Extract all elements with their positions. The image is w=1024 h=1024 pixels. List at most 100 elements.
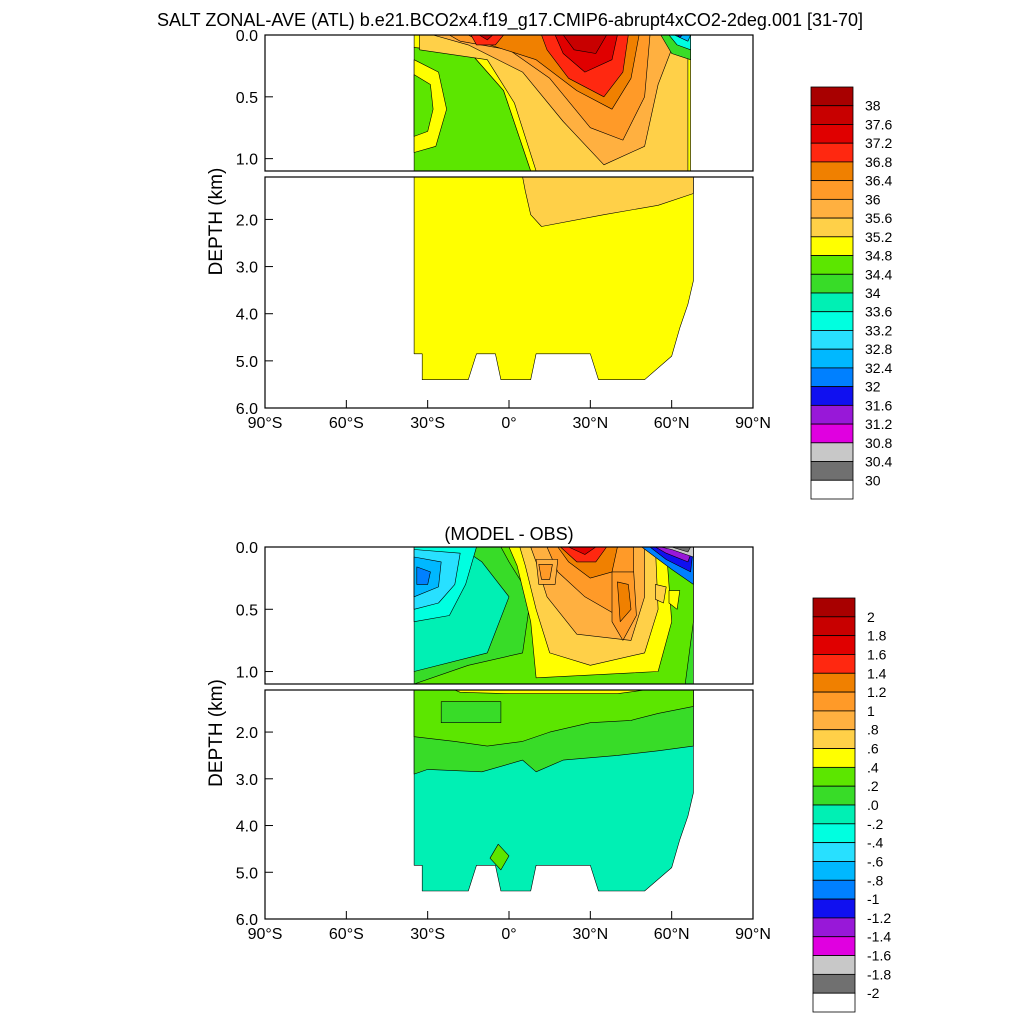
y-tick-label: 1.0 — [236, 665, 258, 682]
colorbar-label: 33.2 — [865, 322, 892, 338]
colorbar-swatch — [810, 442, 854, 462]
upper-panel-contours — [413, 35, 691, 171]
colorbar-swatch — [810, 105, 854, 125]
colorbar-swatch — [812, 861, 856, 881]
lower-panel-contours — [413, 690, 694, 892]
x-tick-label: 0° — [501, 415, 516, 432]
colorbar-swatch — [810, 124, 854, 144]
colorbar-label: 1 — [867, 703, 875, 719]
colorbar-swatch — [812, 917, 856, 938]
y-tick-label: 3.0 — [236, 772, 258, 789]
colorbar-swatch — [812, 973, 856, 994]
upper-panel-contour-region-18 — [655, 584, 667, 604]
colorbar-label: 1.4 — [867, 665, 887, 681]
y-tick-label: 6.0 — [236, 912, 258, 929]
colorbar-label: 35.6 — [865, 210, 892, 226]
colorbar-label: 36.8 — [865, 154, 892, 170]
colorbar-label: 35.2 — [865, 229, 892, 245]
upper-panel-contour-region-10 — [478, 35, 494, 41]
colorbar-swatch — [812, 823, 856, 844]
colorbar-swatch — [810, 423, 854, 444]
colorbar-label: 1.8 — [867, 628, 887, 644]
colorbar-swatch — [812, 936, 856, 956]
colorbar-swatch — [810, 479, 854, 500]
upper-panel-frame — [264, 34, 754, 172]
colorbar-swatch — [810, 404, 854, 425]
colorbar-label: 32 — [865, 379, 881, 395]
y-tick-label: 0.5 — [236, 90, 258, 107]
upper-panel-contour-region-11 — [617, 581, 632, 623]
colorbar-swatch — [812, 766, 856, 787]
colorbar-swatch — [810, 198, 854, 219]
colorbar-swatch — [812, 785, 856, 806]
figure-title: SALT ZONAL-AVE (ATL) b.e21.BCO2x4.f19_g1… — [157, 10, 863, 31]
upper-panel-contour-region-8 — [562, 35, 607, 54]
y-tick-label: 1.0 — [236, 152, 258, 169]
x-tick-label: 60°S — [329, 926, 364, 943]
salt-zonal-average-plot: 0.0 0.5 1.0 2.0 3.0 4.0 5.0 6.090°S 60°S 30°S 0° 30… — [206, 28, 892, 500]
colorbar-label: 34.8 — [865, 248, 892, 264]
colorbar-label: .8 — [867, 722, 879, 738]
colorbar-label: 38 — [865, 98, 881, 114]
y-tick-label: 0.0 — [236, 540, 258, 557]
x-tick-label: 30°N — [572, 415, 608, 432]
colorbar-swatch — [810, 86, 854, 107]
colorbar-label: 32.4 — [865, 360, 892, 376]
colorbar-swatch — [812, 597, 856, 618]
colorbar-swatch — [812, 691, 856, 712]
lower-panel-contours — [413, 177, 694, 381]
colorbar-swatch — [812, 842, 856, 862]
colorbar-swatch — [812, 879, 856, 900]
upper-panel-contour-region-9 — [568, 547, 597, 555]
colorbar-label: 1.2 — [867, 684, 887, 700]
y-axis-label: DEPTH (km) — [206, 679, 227, 787]
colorbar-label: -.8 — [867, 872, 884, 888]
lower-panel-contour-region-3 — [440, 701, 502, 724]
colorbar-swatch — [812, 710, 856, 731]
colorbar-label: -1.2 — [867, 910, 891, 926]
colorbar-swatch — [812, 616, 856, 637]
y-tick-label: 4.0 — [236, 819, 258, 836]
colorbar-label: 1.6 — [867, 646, 887, 662]
colorbar-label: .6 — [867, 741, 879, 757]
colorbar-label: -.4 — [867, 835, 884, 851]
colorbar-label: 37.6 — [865, 116, 892, 132]
y-tick-label: 5.0 — [236, 354, 258, 371]
upper-panel-contour-region-13 — [538, 564, 553, 580]
y-tick-label: 3.0 — [236, 260, 258, 277]
colorbar-swatch — [810, 348, 854, 369]
colorbar-swatch — [810, 367, 854, 388]
x-tick-label: 90°S — [248, 926, 283, 943]
colorbar-label: 30.8 — [865, 435, 892, 451]
x-tick-label: 60°S — [329, 415, 364, 432]
colorbar-label: .4 — [867, 759, 879, 775]
colorbar-swatch — [810, 180, 854, 200]
colorbar-label: 34 — [865, 285, 881, 301]
upper-panel-contours — [413, 547, 694, 684]
colorbar-label: 37.2 — [865, 135, 892, 151]
colorbar-swatch — [810, 330, 854, 350]
colorbar-label: 32.8 — [865, 341, 892, 357]
y-tick-label: 4.0 — [236, 307, 258, 324]
colorbar-swatch — [810, 461, 854, 481]
x-tick-label: 30°N — [572, 926, 608, 943]
x-tick-label: 30°S — [410, 415, 445, 432]
colorbar-label: -2 — [867, 985, 880, 1001]
colorbar: 38 37.6 37.2 36.8 36.4 36 35.6 35.2 34.8 34.4 34 33… — [810, 86, 892, 500]
colorbar-swatch — [810, 311, 854, 331]
colorbar-label: -1.8 — [867, 966, 891, 982]
colorbar-label: 2 — [867, 609, 875, 625]
y-tick-label: 6.0 — [236, 401, 258, 418]
panel-title: (MODEL - OBS) — [444, 524, 573, 544]
colorbar-swatch — [812, 748, 856, 768]
y-axis-label: DEPTH (km) — [206, 168, 227, 276]
colorbar-label: -1.4 — [867, 929, 891, 945]
colorbar-label: .0 — [867, 797, 879, 813]
x-tick-label: 60°N — [654, 926, 690, 943]
colorbar-swatch — [810, 273, 854, 294]
lower-panel-contour-region-1 — [522, 177, 694, 227]
colorbar-label: -.2 — [867, 816, 884, 832]
colorbar-label: 34.4 — [865, 266, 892, 282]
colorbar-label: 30.4 — [865, 454, 892, 470]
